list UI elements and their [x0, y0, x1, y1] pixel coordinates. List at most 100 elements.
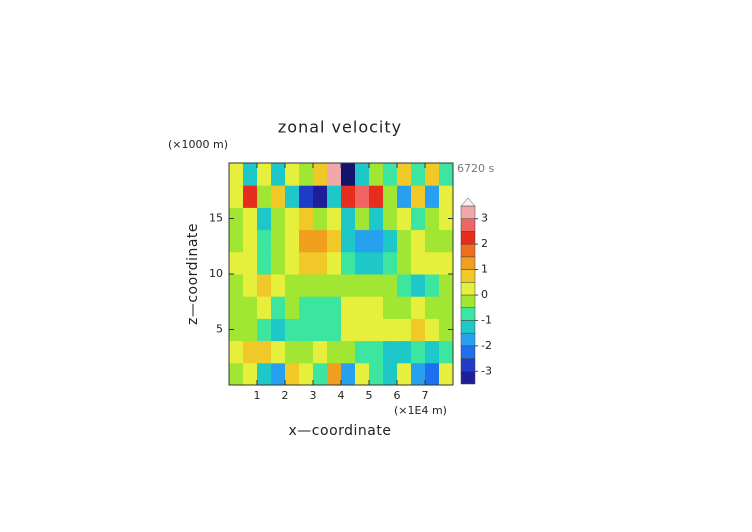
y-unit: (×1000 m): [168, 138, 228, 151]
field-cell: [257, 362, 272, 386]
field-cell: [285, 207, 300, 231]
field-cell: [439, 251, 454, 275]
axes: 1 2 3 4 5 6 7 5 10 15 -3 -2 -1 0 1 2 3: [209, 162, 492, 402]
field-cell: [243, 340, 258, 364]
field-cell: [285, 185, 300, 208]
field-cell: [397, 340, 412, 364]
field-cell: [313, 207, 328, 231]
field-cell: [327, 274, 342, 297]
field-cell: [383, 163, 398, 186]
field-cell: [355, 163, 370, 186]
field-cell: [341, 274, 356, 297]
field-cell: [411, 163, 426, 186]
colorbar-bin: [460, 332, 476, 347]
colorbar-bin: [460, 294, 476, 308]
field-cell: [299, 207, 314, 231]
field-cell: [299, 229, 314, 253]
x-axis-title: x—coordinate: [289, 423, 392, 439]
field-cell: [229, 296, 244, 319]
field-cell: [271, 362, 286, 386]
field-cell: [285, 296, 300, 319]
field-cell: [439, 185, 454, 208]
field-cell: [299, 318, 314, 342]
field-cell: [397, 229, 412, 253]
field-cell: [439, 318, 454, 342]
y-tick-label: 10: [209, 267, 223, 280]
field-cell: [369, 318, 384, 342]
field-cell: [383, 318, 398, 342]
field-cell: [229, 251, 244, 275]
colorbar-tick-label: -3: [481, 364, 492, 377]
field-cell: [327, 340, 342, 364]
field-cell: [327, 296, 342, 319]
field-cell: [439, 296, 454, 319]
field-cell: [243, 251, 258, 275]
field-cell: [229, 185, 244, 208]
field-cell: [355, 251, 370, 275]
field-cell: [299, 251, 314, 275]
field-cell: [285, 229, 300, 253]
colorbar-bin: [460, 307, 476, 321]
field-cell: [229, 274, 244, 297]
field-cell: [257, 251, 272, 275]
field-cell: [369, 163, 384, 186]
field-cell: [243, 296, 258, 319]
field-cell: [271, 296, 286, 319]
field-cell: [285, 318, 300, 342]
field-cell: [229, 163, 244, 186]
field-cell: [397, 163, 412, 186]
field-cell: [369, 362, 384, 386]
field-cell: [411, 229, 426, 253]
field-cell: [411, 318, 426, 342]
field-cell: [313, 251, 328, 275]
y-tick-label: 15: [209, 212, 223, 225]
field-cell: [271, 340, 286, 364]
field-cell: [425, 251, 440, 275]
field-cell: [313, 340, 328, 364]
field-cell: [229, 229, 244, 253]
field-cell: [425, 229, 440, 253]
field-cell: [397, 296, 412, 319]
field-cell: [243, 229, 258, 253]
field-cell: [341, 251, 356, 275]
field-cell: [355, 318, 370, 342]
field-cell: [355, 229, 370, 253]
field-cell: [285, 274, 300, 297]
x-tick-label: 2: [282, 389, 289, 402]
field-cell: [397, 251, 412, 275]
colorbar-bin: [460, 256, 476, 270]
field-cell: [425, 163, 440, 186]
field-cell: [257, 163, 272, 186]
colorbar-tick-label: 0: [481, 288, 488, 301]
field: [229, 163, 454, 386]
field-cell: [355, 207, 370, 231]
x-tick-label: 3: [310, 389, 317, 402]
field-cell: [341, 207, 356, 231]
field-cell: [369, 296, 384, 319]
field-cell: [299, 185, 314, 208]
field-cell: [383, 251, 398, 275]
x-unit: (×1E4 m): [394, 404, 447, 417]
field-cell: [383, 362, 398, 386]
field-cell: [369, 340, 384, 364]
field-cell: [439, 163, 454, 186]
x-tick-label: 4: [338, 389, 345, 402]
field-cell: [229, 362, 244, 386]
field-cell: [397, 185, 412, 208]
field-cell: [397, 362, 412, 386]
field-cell: [383, 185, 398, 208]
field-cell: [299, 296, 314, 319]
field-cell: [257, 318, 272, 342]
field-cell: [425, 185, 440, 208]
x-tick-label: 5: [366, 389, 373, 402]
colorbar-tick-label: 1: [481, 263, 488, 276]
field-cell: [313, 296, 328, 319]
field-cell: [397, 274, 412, 297]
colorbar-tick-label: 3: [481, 212, 488, 225]
field-cell: [383, 296, 398, 319]
field-cell: [369, 185, 384, 208]
field-cell: [369, 207, 384, 231]
field-cell: [285, 362, 300, 386]
field-cell: [369, 229, 384, 253]
